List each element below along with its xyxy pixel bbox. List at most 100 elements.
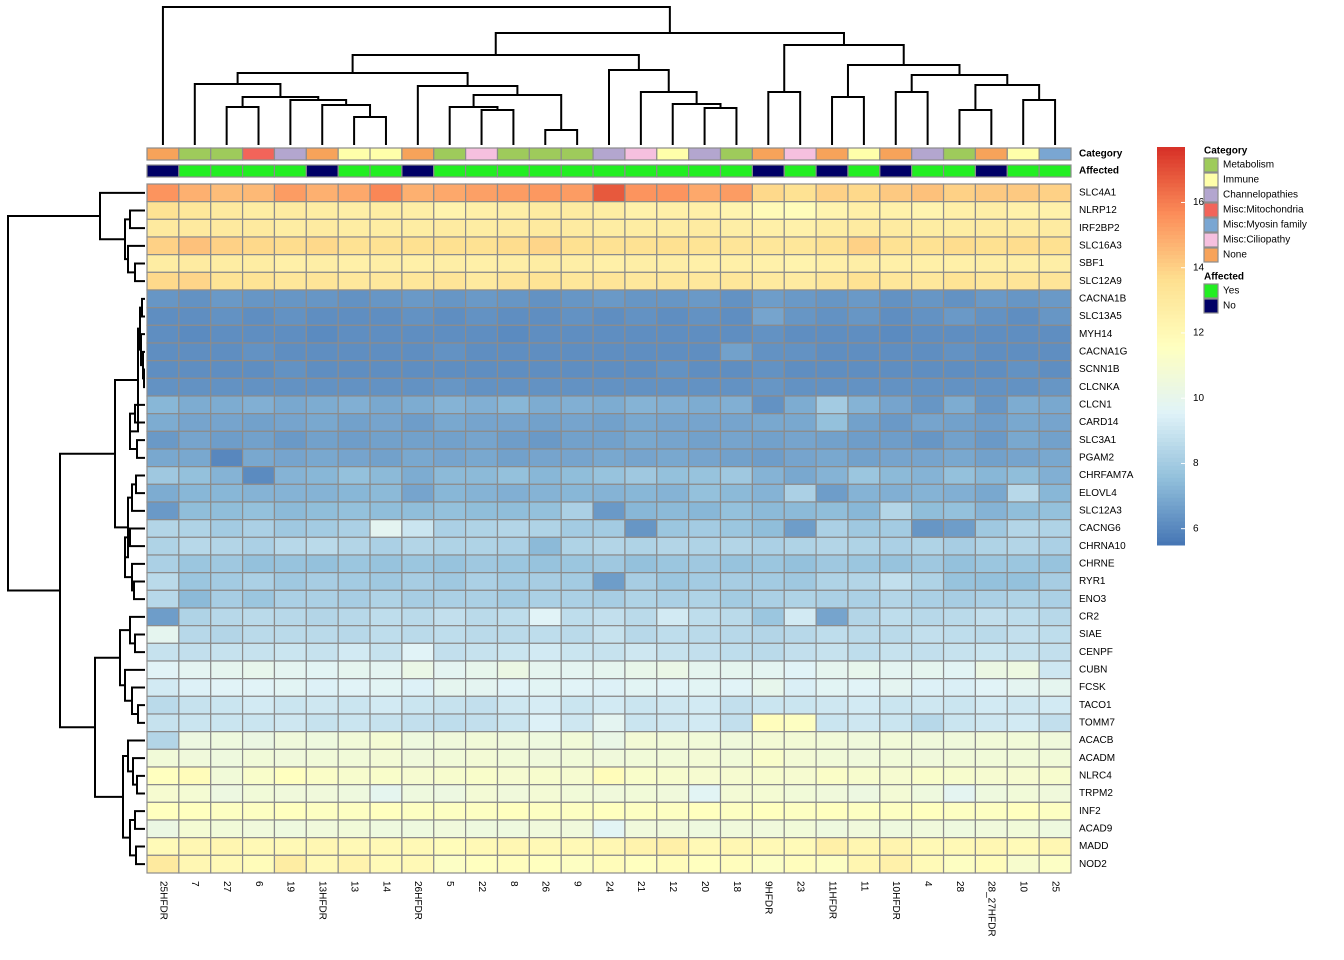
- heatmap-cell: [942, 307, 977, 326]
- heatmap-cell: [719, 289, 753, 309]
- heatmap-cell: [911, 218, 945, 238]
- heatmap-cell: [847, 377, 881, 397]
- heatmap-cell: [465, 572, 499, 591]
- heatmap-cell: [656, 501, 690, 521]
- heatmap-cell: [719, 324, 753, 344]
- colorbar-step: [1157, 389, 1185, 395]
- heatmap-cell: [210, 607, 244, 627]
- heatmap-cell: [305, 660, 339, 680]
- heatmap-cell: [592, 837, 626, 856]
- colorbar-step: [1157, 298, 1185, 303]
- heatmap-cell: [401, 307, 435, 326]
- heatmap-cell: [783, 625, 817, 644]
- heatmap-cell: [560, 801, 594, 821]
- heatmap-cell: [273, 731, 307, 750]
- colorbar-step: [1157, 346, 1185, 351]
- heatmap-cell: [624, 448, 658, 468]
- colorbar-step: [1157, 202, 1185, 208]
- heatmap-cell: [369, 271, 403, 291]
- row-label: ACAD9: [1079, 823, 1113, 834]
- heatmap-cell: [1038, 536, 1072, 556]
- annotation-cell: [911, 164, 945, 178]
- heatmap-cell: [911, 254, 945, 273]
- heatmap-cell: [369, 466, 403, 485]
- heatmap-cell: [624, 748, 658, 768]
- heatmap-cell: [465, 837, 499, 856]
- heatmap-cell: [305, 324, 339, 344]
- heatmap-cell: [1038, 289, 1072, 309]
- heatmap-cell: [1038, 483, 1072, 503]
- colorbar-step: [1157, 286, 1185, 291]
- heatmap-cell: [592, 430, 626, 450]
- heatmap-cell: [974, 289, 1008, 309]
- heatmap-cell: [815, 572, 849, 591]
- row-label: CHRNA10: [1079, 541, 1126, 552]
- column-label: 9HFDR: [763, 881, 774, 914]
- annotation-cell: [592, 164, 626, 178]
- heatmap-cell: [656, 695, 690, 715]
- annotation-cell: [1038, 164, 1072, 178]
- heatmap-cell: [942, 183, 977, 203]
- heatmap-cell: [624, 324, 658, 344]
- column-label: 24: [603, 881, 614, 893]
- row-label: CLCNKA: [1079, 382, 1120, 393]
- annotation-cell: [241, 164, 276, 178]
- heatmap-cell: [847, 519, 881, 538]
- annotation-cell: [942, 147, 977, 161]
- heatmap-cell: [210, 536, 244, 556]
- legend-swatch: [1203, 202, 1219, 218]
- heatmap-cell: [592, 766, 626, 786]
- heatmap-cell: [751, 289, 785, 309]
- heatmap-cell: [401, 236, 435, 256]
- heatmap-cell: [974, 854, 1008, 874]
- heatmap-cell: [496, 536, 530, 556]
- heatmap-cell: [783, 448, 817, 468]
- heatmap-cell: [879, 236, 913, 256]
- heatmap-cell: [369, 607, 403, 627]
- heatmap-cell: [146, 377, 180, 397]
- column-label: 26: [540, 881, 551, 893]
- heatmap-cell: [496, 572, 530, 591]
- heatmap-cell: [847, 713, 881, 733]
- heatmap-cell: [401, 501, 435, 521]
- heatmap-cell: [624, 589, 658, 609]
- heatmap-cell: [241, 519, 276, 538]
- heatmap-cell: [528, 307, 562, 326]
- heatmap-cell: [592, 519, 626, 538]
- heatmap-cell: [146, 501, 180, 521]
- row-label: NLRC4: [1079, 770, 1112, 781]
- heatmap-cell: [624, 501, 658, 521]
- heatmap-cell: [465, 324, 499, 344]
- heatmap-cell: [401, 572, 435, 591]
- heatmap-cell: [369, 536, 403, 556]
- heatmap-cell: [241, 430, 276, 450]
- row-label: CACNA1B: [1079, 293, 1127, 304]
- heatmap-cell: [560, 678, 594, 697]
- heatmap-cell: [273, 519, 307, 538]
- heatmap-cell: [1006, 766, 1040, 786]
- heatmap-cell: [656, 819, 690, 839]
- heatmap-cell: [496, 784, 530, 803]
- heatmap-cell: [465, 589, 499, 609]
- row-label: SLC12A9: [1079, 276, 1122, 287]
- heatmap-cell: [496, 589, 530, 609]
- heatmap-cell: [942, 589, 977, 609]
- heatmap-cell: [241, 748, 276, 768]
- heatmap-cell: [146, 607, 180, 627]
- heatmap-cell: [178, 448, 212, 468]
- heatmap-cell: [146, 201, 180, 220]
- heatmap-cell: [879, 607, 913, 627]
- heatmap-cell: [1038, 589, 1072, 609]
- colorbar-step: [1157, 417, 1185, 423]
- heatmap-cell: [751, 324, 785, 344]
- heatmap-cell: [592, 218, 626, 238]
- heatmap-cell: [528, 766, 562, 786]
- heatmap-cell: [496, 307, 530, 326]
- colorbar-step: [1157, 377, 1185, 383]
- heatmap-cell: [401, 201, 435, 220]
- heatmap-cell: [369, 395, 403, 415]
- colorbar-step: [1157, 365, 1185, 371]
- heatmap-cell: [942, 236, 977, 256]
- heatmap-cell: [337, 625, 371, 644]
- heatmap-cell: [1006, 183, 1040, 203]
